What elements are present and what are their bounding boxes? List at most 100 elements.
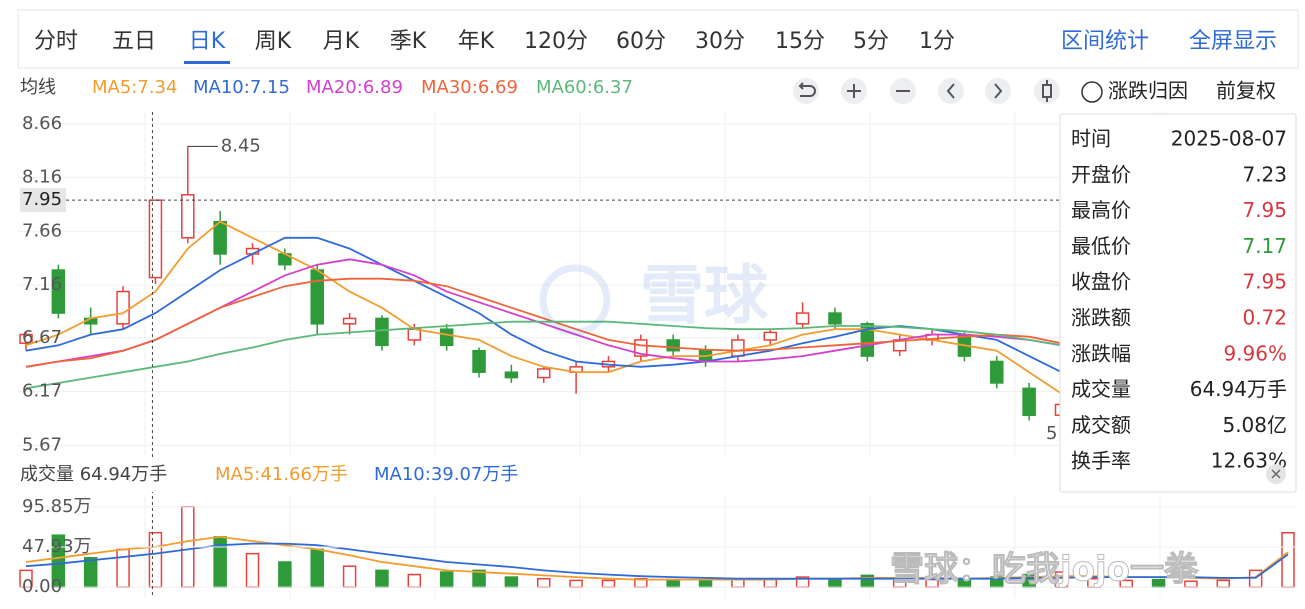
tooltip-label: 涨跌幅 bbox=[1071, 341, 1131, 365]
tooltip-label: 收盘价 bbox=[1071, 270, 1131, 294]
candle-body bbox=[536, 368, 551, 379]
tooltip-panel bbox=[1059, 113, 1297, 493]
crosshair-label-box bbox=[20, 188, 66, 213]
low-label: 5 bbox=[1046, 423, 1057, 444]
candle-body bbox=[116, 290, 130, 325]
ma-line bbox=[25, 542, 1289, 580]
tab[interactable]: 15分 bbox=[775, 29, 825, 54]
tooltip-value: 0.72 bbox=[1242, 306, 1287, 330]
tooltip-label: 成交额 bbox=[1071, 413, 1131, 437]
tab[interactable]: 60分 bbox=[616, 29, 666, 54]
tab[interactable]: 30分 bbox=[695, 29, 745, 54]
tooltip-label: 最高价 bbox=[1071, 198, 1131, 222]
volume-bar bbox=[504, 576, 519, 588]
undo-button[interactable] bbox=[793, 78, 819, 104]
candle-body bbox=[472, 349, 486, 373]
y-tick-label: 5.67 bbox=[22, 434, 62, 455]
ma-legend: MA5:7.34 bbox=[92, 77, 177, 98]
tab[interactable]: 分时 bbox=[34, 29, 78, 54]
tooltip-label: 最低价 bbox=[1071, 234, 1131, 258]
volume-tick-label: 47.93万 bbox=[22, 536, 92, 557]
ma-title: 均线 bbox=[20, 77, 56, 98]
tab[interactable]: 5分 bbox=[853, 29, 889, 54]
tab[interactable]: 周K bbox=[255, 29, 292, 54]
tab-bar bbox=[17, 9, 1299, 69]
volume-tick-label: 0.00 bbox=[22, 576, 62, 597]
volume-bar bbox=[536, 577, 551, 588]
ma-legend: MA30:6.69 bbox=[421, 77, 518, 98]
candle-body bbox=[342, 317, 357, 325]
tooltip-value: 7.95 bbox=[1242, 270, 1287, 294]
ma-legend: MA20:6.89 bbox=[306, 77, 403, 98]
tooltip-label: 时间 bbox=[1071, 127, 1111, 151]
tooltip-close-glyph bbox=[1271, 469, 1281, 479]
tooltip-label: 涨跌额 bbox=[1071, 306, 1131, 330]
candle-button[interactable] bbox=[1034, 78, 1060, 104]
volume-bar bbox=[407, 573, 422, 588]
volume-bar bbox=[278, 561, 292, 588]
volume-tick-label: 95.85万 bbox=[22, 496, 92, 517]
volume-bar bbox=[1281, 531, 1295, 588]
watermark: 雪球 bbox=[539, 260, 769, 336]
candle-body bbox=[181, 194, 195, 239]
ma-line bbox=[25, 535, 1289, 581]
left-button[interactable] bbox=[938, 78, 964, 104]
tooltip-value: 7.95 bbox=[1242, 198, 1287, 222]
tab[interactable]: 年K bbox=[458, 29, 495, 54]
candle-body bbox=[731, 339, 745, 357]
volume-bar bbox=[310, 548, 324, 588]
volume-bar bbox=[698, 579, 713, 588]
candle-body bbox=[51, 269, 66, 314]
tab[interactable]: 月K bbox=[323, 29, 360, 54]
active-underline bbox=[184, 61, 230, 64]
volume-bar bbox=[245, 552, 260, 588]
tab[interactable]: 日K bbox=[189, 29, 226, 54]
attribution-radio[interactable] bbox=[1081, 81, 1103, 103]
range-stats[interactable]: 区间统计 bbox=[1061, 29, 1149, 54]
volume-bar bbox=[601, 579, 616, 588]
y-tick-label: 6.17 bbox=[22, 381, 62, 402]
candle-body bbox=[795, 312, 810, 325]
y-tick-label: 7.66 bbox=[22, 220, 62, 241]
tooltip-value: 7.23 bbox=[1242, 162, 1287, 186]
adjust[interactable]: 前复权 bbox=[1216, 79, 1276, 103]
candle-body bbox=[310, 269, 324, 325]
crosshair-label: 7.95 bbox=[22, 189, 62, 210]
high-label: 8.45 bbox=[221, 135, 261, 156]
volume-title: 成交量 64.94万手 bbox=[20, 464, 167, 485]
volume-bar bbox=[83, 557, 98, 588]
volume-ma-legend: MA10:39.07万手 bbox=[374, 464, 518, 485]
right-button[interactable] bbox=[985, 78, 1011, 104]
tab[interactable]: 120分 bbox=[524, 29, 588, 54]
volume-bar bbox=[375, 569, 389, 588]
watermark-text: 雪球 bbox=[640, 260, 769, 334]
volume-ma-legend: MA5:41.66万手 bbox=[215, 464, 348, 485]
tooltip-value: 64.94万手 bbox=[1190, 377, 1287, 401]
y-tick-label: 8.16 bbox=[22, 167, 62, 188]
tab[interactable]: 季K bbox=[390, 29, 427, 54]
volume-bar bbox=[569, 579, 583, 588]
candle-body bbox=[504, 371, 519, 379]
attribution[interactable]: 涨跌归因 bbox=[1108, 79, 1188, 103]
candle-body bbox=[148, 199, 163, 279]
candle-body bbox=[990, 360, 1004, 384]
credit: 雪球：吃我jojo一拳 bbox=[890, 550, 1199, 590]
tab[interactable]: 1分 bbox=[919, 29, 955, 54]
candle-body bbox=[439, 328, 454, 347]
y-tick-label: 7.16 bbox=[22, 274, 62, 295]
candle-body bbox=[666, 339, 680, 352]
volume-bar bbox=[828, 577, 842, 588]
candle-body bbox=[763, 331, 778, 341]
ma-legend: MA60:6.37 bbox=[536, 77, 633, 98]
tooltip-value: 2025-08-07 bbox=[1171, 127, 1287, 151]
tooltip-value: 5.08亿 bbox=[1222, 413, 1287, 437]
tab[interactable]: 五日 bbox=[112, 29, 156, 54]
fullscreen[interactable]: 全屏显示 bbox=[1189, 29, 1277, 54]
tooltip-label: 换手率 bbox=[1071, 449, 1131, 473]
volume-bar bbox=[342, 565, 357, 588]
toolbar-glyphs bbox=[798, 80, 1052, 102]
volume-bar bbox=[763, 578, 778, 588]
volume-header-bg bbox=[18, 458, 1058, 492]
